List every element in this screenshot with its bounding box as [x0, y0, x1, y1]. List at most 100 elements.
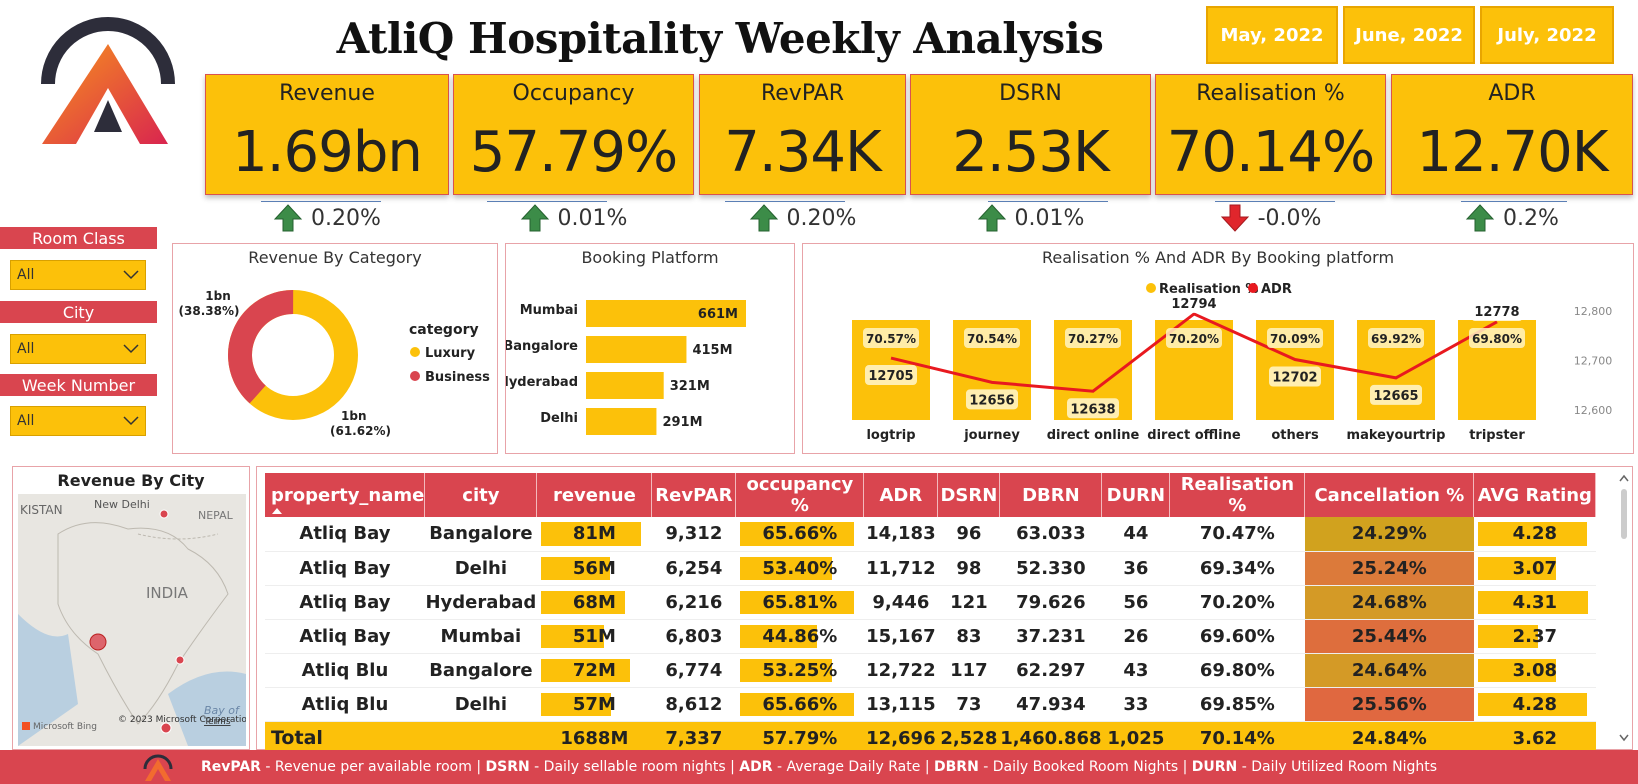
cell-dbrn: 63.033 [999, 517, 1102, 552]
cell-text: 4.28 [1512, 693, 1558, 715]
col-occupancy[interactable]: occupancy % [735, 473, 865, 517]
cell-text: 69.80% [1199, 659, 1275, 681]
cell-databar [739, 692, 854, 716]
booking-bar-hyderabad[interactable] [586, 372, 664, 399]
india-map[interactable]: KISTAN New Delhi NEPAL INDIA Bay of Micr… [18, 494, 246, 746]
glossary-term: DURN [1191, 759, 1238, 775]
cell-text: 36 [1123, 557, 1149, 579]
cell-revpar: 6,254 [651, 551, 736, 586]
col-cancellation[interactable]: Cancellation % [1304, 473, 1475, 517]
cell-text: 98 [956, 557, 982, 579]
cell-text: 65.66% [762, 693, 838, 715]
cell-text: 47.934 [1016, 693, 1086, 715]
cell-text: 14,183 [866, 523, 936, 545]
month-button-may[interactable]: May, 2022 [1206, 6, 1338, 64]
booking-city-label: Bangalore [506, 339, 578, 354]
cell-revenue: 68M [536, 585, 652, 620]
col-revenue[interactable]: revenue [536, 473, 653, 517]
cell-text: 81M [572, 523, 616, 545]
footer-logo-icon [143, 754, 173, 781]
booking-bar-mumbai[interactable] [586, 300, 746, 327]
total-revenue: 1688M [536, 721, 652, 755]
col-dbrn[interactable]: DBRN [999, 473, 1103, 517]
map-bubble-hyderabad[interactable] [175, 655, 185, 665]
table-row[interactable]: Atliq Bay Bangalore 81M 9,312 65.66% 14,183 96… [265, 517, 1596, 552]
dropdown-value: All [17, 413, 35, 429]
adr-label-bg [1370, 384, 1422, 405]
booking-bar-bangalore[interactable] [586, 336, 687, 363]
cell-databar [540, 624, 604, 648]
map-bubble-bangalore[interactable] [160, 722, 172, 734]
col-durn[interactable]: DURN [1101, 473, 1171, 517]
booking-value-label: 661M [698, 307, 738, 322]
cell-databar [739, 658, 833, 682]
kpi-dsrn: DSRN 2.53K [910, 74, 1151, 195]
cell-realisation: 70.47% [1169, 517, 1305, 552]
cell-text: 12,722 [866, 659, 936, 681]
col-city[interactable]: city [424, 473, 538, 517]
cell-databar [540, 522, 641, 546]
table-row[interactable]: Atliq Blu Delhi 57M 8,612 65.66% 13,115 73 47.9… [265, 687, 1596, 722]
realisation-label-bg [1469, 328, 1525, 348]
realisation-adr-chart: Realisation % ADR logtrip journey direct o… [852, 282, 1613, 443]
table-row[interactable]: Atliq Bay Hyderabad 68M 6,216 65.81% 9,446 121… [265, 585, 1596, 620]
adr-line[interactable] [890, 312, 1498, 393]
month-button-july[interactable]: July, 2022 [1480, 6, 1614, 64]
cell-city: Delhi [424, 551, 537, 586]
col-realisation[interactable]: Realisation % [1169, 473, 1306, 517]
col-avg-rating[interactable]: AVG Rating [1473, 473, 1597, 517]
week-number-dropdown[interactable]: All [10, 406, 146, 436]
revenue-by-category-panel: Revenue By Category 1bn (38.38%) 1bn (61… [172, 243, 498, 454]
map-terms-link[interactable]: Terms [203, 717, 231, 727]
table-row[interactable]: Atliq Bay Delhi 56M 6,254 53.40% 11,712 98 52.3… [265, 551, 1596, 586]
month-button-june[interactable]: June, 2022 [1343, 6, 1475, 64]
map-bubble-mumbai[interactable] [89, 633, 107, 651]
cell-dbrn: 79.626 [999, 585, 1102, 620]
y2-tick-label: 12,600 [1574, 404, 1613, 417]
total-city [424, 721, 537, 755]
cell-occupancy: 65.66% [735, 517, 864, 552]
kpi-value: 2.53K [952, 120, 1109, 185]
cell-text: 63.033 [1016, 523, 1086, 545]
booking-city-label: Delhi [540, 411, 578, 426]
kpi-delta-dsrn: 0.01% [910, 200, 1151, 236]
total-rating: 3.62 [1473, 721, 1596, 755]
cell-text: 8,612 [665, 693, 723, 715]
y2-tick-label: 12,800 [1574, 305, 1613, 318]
legend-adr[interactable]: ADR [1261, 282, 1292, 297]
adr-label-bg [1067, 398, 1119, 419]
kpi-occupancy: Occupancy 57.79% [453, 74, 694, 195]
kpi-label: Occupancy [512, 81, 635, 106]
col-property-name[interactable]: property_name [265, 473, 426, 517]
cell-text: Delhi [454, 693, 508, 715]
room-class-dropdown[interactable]: All [10, 260, 146, 290]
cell-property: Atliq Bay [265, 517, 425, 552]
cell-adr: 15,167 [863, 619, 938, 654]
cell-cancellation: 24.68% [1304, 585, 1474, 620]
adr-label-bg [865, 365, 917, 386]
legend-business[interactable]: Business [425, 370, 490, 385]
donut-slice-business[interactable] [218, 280, 368, 430]
col-revpar[interactable]: RevPAR [651, 473, 737, 517]
kpi-delta-revenue: 0.20% [205, 200, 449, 236]
table-scrollbar[interactable] [1618, 473, 1630, 743]
cell-databar [1477, 658, 1556, 682]
table-row[interactable]: Atliq Blu Bangalore 72M 6,774 53.25% 12,722 11… [265, 653, 1596, 688]
legend-luxury[interactable]: Luxury [425, 346, 476, 361]
map-label-pakistan: KISTAN [20, 503, 63, 517]
city-dropdown[interactable]: All [10, 334, 146, 364]
cell-cancellation: 25.24% [1304, 551, 1474, 586]
cell-text: 25.44% [1351, 625, 1427, 647]
cell-occupancy: 53.40% [735, 551, 864, 586]
delta-value: 0.2% [1503, 205, 1559, 231]
sort-asc-icon [272, 508, 282, 514]
map-bubble-delhi[interactable] [159, 509, 169, 519]
kpi-value: 7.34K [724, 120, 881, 185]
total-cancellation: 24.84% [1304, 721, 1474, 755]
col-adr[interactable]: ADR [863, 473, 939, 517]
cell-dbrn: 37.231 [999, 619, 1102, 654]
table-row[interactable]: Atliq Bay Mumbai 51M 6,803 44.86% 15,167 83 37.… [265, 619, 1596, 654]
col-dsrn[interactable]: DSRN [937, 473, 1001, 517]
booking-bar-delhi[interactable] [586, 408, 657, 435]
delta-value: 0.01% [557, 205, 628, 231]
